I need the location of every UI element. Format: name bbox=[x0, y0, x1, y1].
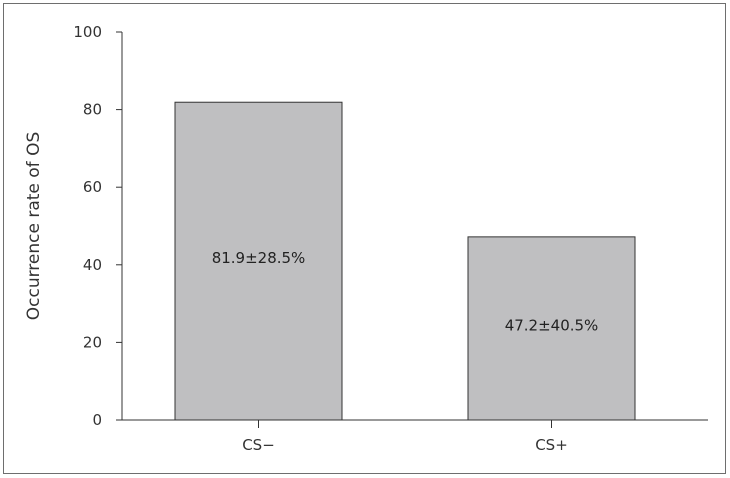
y-tick-label: 80 bbox=[83, 101, 102, 119]
labels: 0 20 40 60 80 100 CS− 81.9±28.5% CS+ 47.2±40.5% bbox=[73, 23, 598, 454]
bars bbox=[174, 101, 636, 421]
data-label: 81.9±28.5% bbox=[212, 249, 306, 267]
y-tick-label: 60 bbox=[83, 178, 102, 196]
y-tick-label: 20 bbox=[83, 333, 102, 351]
x-tick-label: CS− bbox=[242, 436, 275, 454]
y-axis-title: Occurrence rate of OS bbox=[24, 132, 44, 321]
x-tick-label: CS+ bbox=[535, 436, 568, 454]
data-label: 47.2±40.5% bbox=[505, 316, 599, 334]
y-tick-label: 40 bbox=[83, 256, 102, 274]
y-tick-label: 100 bbox=[73, 23, 102, 41]
bar-2 bbox=[467, 236, 636, 421]
bar-1 bbox=[174, 101, 343, 421]
y-tick-label: 0 bbox=[92, 411, 102, 429]
